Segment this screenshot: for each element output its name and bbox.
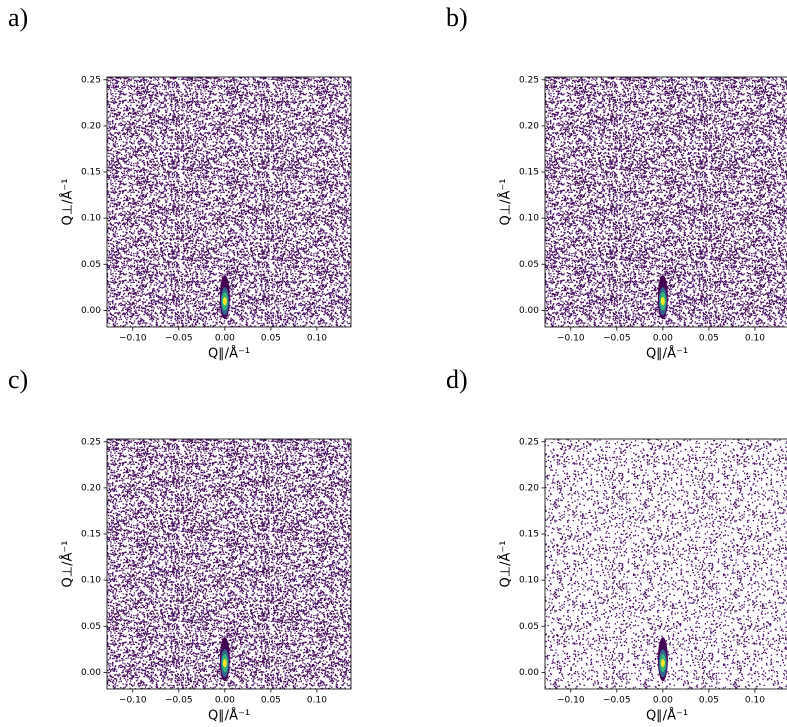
y-tick-label: 0.20	[519, 121, 539, 131]
plot-frame	[106, 438, 352, 690]
panel: d) −0.10 −0.05 0.00 0.05 0.10 0.00 0.05 0.10 0.15…	[446, 365, 787, 724]
panel-label: b)	[446, 3, 468, 32]
x-tick-label: 0.10	[745, 334, 765, 344]
panel: b) −0.10 −0.05 0.00 0.05 0.10 0.00 0.05 0.10 0.15…	[446, 3, 787, 362]
peak	[660, 297, 665, 306]
y-tick-label: 0.15	[519, 530, 539, 540]
y-tick-label: 0.00	[81, 306, 101, 316]
panel-label: c)	[8, 365, 28, 394]
y-tick-label: 0.20	[81, 483, 101, 493]
y-tick-label: 0.10	[519, 576, 539, 586]
x-tick-label: 0.00	[215, 334, 235, 344]
x-axis-label: Q∥/Å⁻¹	[208, 346, 250, 362]
y-tick-label: 0.05	[81, 260, 101, 270]
panel-label: d)	[446, 365, 468, 394]
x-tick-label: 0.05	[261, 334, 281, 344]
panel: a) −0.10 −0.05 0.00 0.05 0.10 0.00 0.05 0.10 0.15…	[8, 3, 352, 362]
y-tick-label: 0.15	[519, 168, 539, 178]
y-axis-label: Q⊥/Å⁻¹	[60, 541, 76, 588]
y-tick-label: 0.00	[81, 668, 101, 678]
x-tick-label: −0.10	[557, 696, 585, 706]
x-tick-label: 0.00	[215, 696, 235, 706]
x-tick-label: 0.05	[699, 334, 719, 344]
x-tick-label: −0.05	[165, 334, 193, 344]
y-tick-label: 0.20	[81, 121, 101, 131]
peak	[660, 659, 665, 668]
y-tick-label: 0.25	[81, 75, 101, 85]
x-tick-label: 0.00	[653, 696, 673, 706]
y-tick-label: 0.10	[81, 214, 101, 224]
y-tick-label: 0.15	[81, 168, 101, 178]
y-tick-label: 0.00	[519, 306, 539, 316]
y-tick-label: 0.10	[519, 214, 539, 224]
y-tick-label: 0.05	[519, 622, 539, 632]
y-tick-label: 0.05	[81, 622, 101, 632]
y-tick-label: 0.15	[81, 530, 101, 540]
x-tick-label: −0.05	[603, 696, 631, 706]
x-tick-label: −0.10	[557, 334, 585, 344]
y-tick-label: 0.00	[519, 668, 539, 678]
x-axis-label: Q∥/Å⁻¹	[208, 708, 250, 724]
x-axis-label: Q∥/Å⁻¹	[646, 708, 688, 724]
y-tick-label: 0.25	[519, 75, 539, 85]
x-tick-label: 0.10	[745, 696, 765, 706]
y-axis-label: Q⊥/Å⁻¹	[60, 179, 76, 226]
x-tick-label: 0.10	[307, 334, 327, 344]
x-tick-label: 0.10	[307, 696, 327, 706]
y-tick-label: 0.25	[81, 437, 101, 447]
x-tick-label: −0.05	[165, 696, 193, 706]
peak	[222, 659, 227, 668]
y-axis-label: Q⊥/Å⁻¹	[498, 179, 514, 226]
plot-frame	[106, 76, 352, 328]
panel-label: a)	[8, 3, 28, 32]
plot-frame	[544, 76, 787, 328]
y-tick-label: 0.10	[81, 576, 101, 586]
x-tick-label: 0.00	[653, 334, 673, 344]
x-tick-label: −0.05	[603, 334, 631, 344]
y-tick-label: 0.05	[519, 260, 539, 270]
y-tick-label: 0.25	[519, 437, 539, 447]
x-tick-label: −0.10	[119, 334, 147, 344]
x-tick-label: 0.05	[261, 696, 281, 706]
panel: c) −0.10 −0.05 0.00 0.05 0.10 0.00 0.05 0.10 0.15…	[8, 365, 352, 724]
x-tick-label: −0.10	[119, 696, 147, 706]
x-tick-label: 0.05	[699, 696, 719, 706]
x-axis-label: Q∥/Å⁻¹	[646, 346, 688, 362]
plot-frame	[544, 438, 787, 690]
peak	[222, 297, 227, 306]
y-tick-label: 0.20	[519, 483, 539, 493]
y-axis-label: Q⊥/Å⁻¹	[498, 541, 514, 588]
